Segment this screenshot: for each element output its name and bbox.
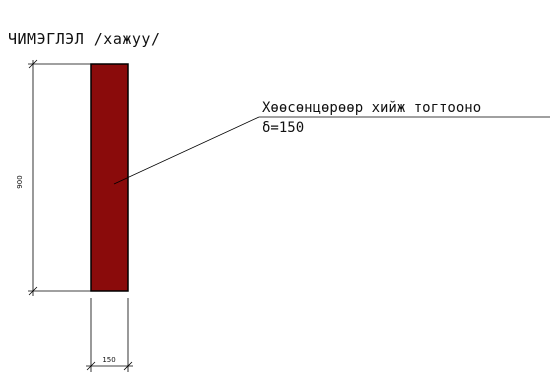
callout-material-text: Хөөсөнцөрөөр хийж тогтооно [262, 100, 481, 116]
height-dimension: 900 [16, 59, 91, 296]
width-dimension-value: 150 [102, 356, 115, 364]
callout-thickness-text: δ=150 [262, 120, 304, 136]
width-dimension: 150 [86, 298, 133, 372]
callout-leader [113, 116, 550, 185]
drawing-title: ЧИМЭГЛЭЛ /хажуу/ [8, 30, 161, 48]
height-dimension-value: 900 [16, 175, 24, 188]
wall-section [90, 63, 129, 292]
